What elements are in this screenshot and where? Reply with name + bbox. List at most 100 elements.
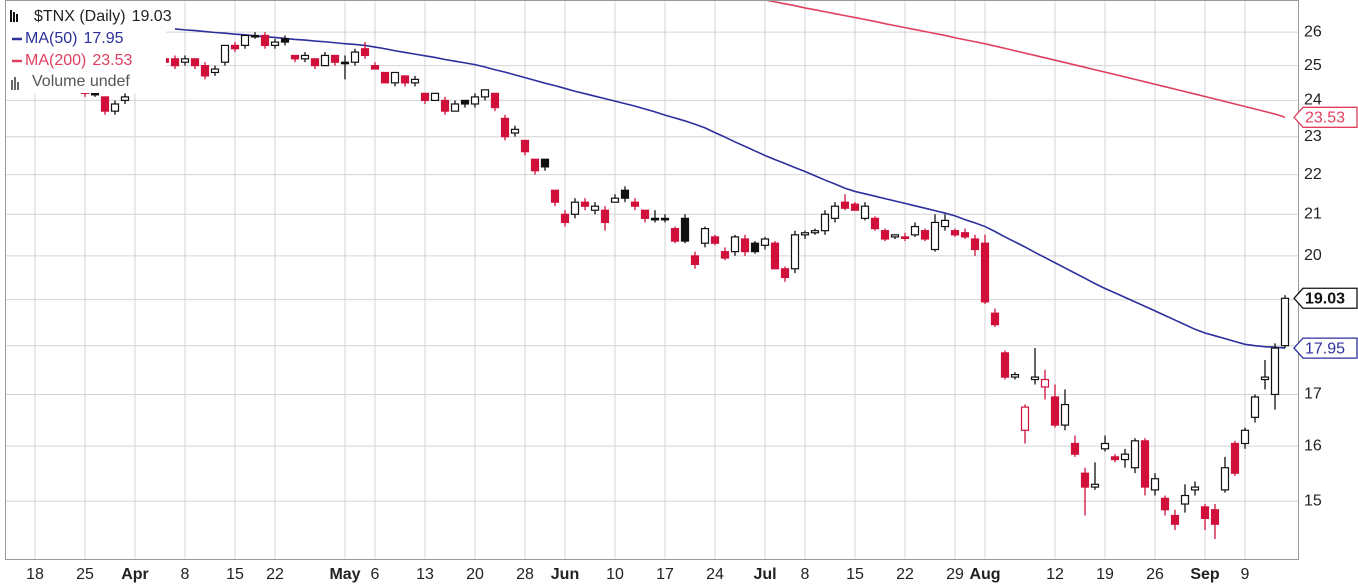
candle <box>390 71 400 87</box>
candle-body <box>980 242 990 303</box>
x-tick-label: 25 <box>76 566 94 583</box>
candle-body <box>430 92 440 102</box>
candle <box>1140 438 1150 496</box>
moving-average-line <box>764 0 1286 119</box>
legend-icon <box>10 10 18 22</box>
candle-body <box>510 128 520 134</box>
candle-body <box>1190 486 1200 491</box>
value-badge <box>1293 106 1358 128</box>
candle <box>1030 348 1040 385</box>
candle-body <box>760 238 770 246</box>
legend-title: $TNX (Daily) <box>34 8 126 25</box>
candle <box>590 202 600 215</box>
candle-body <box>890 234 900 238</box>
candle-body <box>1150 478 1160 491</box>
x-tick-label: 19 <box>1096 566 1114 583</box>
candle <box>430 92 440 102</box>
candle <box>190 58 200 70</box>
x-tick-label: 26 <box>1146 566 1164 583</box>
candle <box>560 210 570 227</box>
x-tick-label: 20 <box>466 566 484 583</box>
candle <box>580 198 590 211</box>
x-tick-label: 8 <box>801 566 810 583</box>
x-tick-label: 8 <box>181 566 190 583</box>
candle <box>600 206 610 231</box>
candle <box>290 54 300 63</box>
x-tick-label: Aug <box>969 566 1000 583</box>
candle <box>1070 435 1080 457</box>
candle <box>710 234 720 246</box>
candle <box>440 96 450 115</box>
candle-body <box>740 238 750 253</box>
candle-body <box>490 92 500 109</box>
candle <box>770 241 780 270</box>
candle <box>480 89 490 101</box>
value-badge-label: 17.95 <box>1305 340 1345 357</box>
candle-body <box>120 96 130 102</box>
candle <box>730 234 740 256</box>
candle-body <box>900 236 910 240</box>
candle-body <box>360 48 370 57</box>
candle <box>420 92 430 104</box>
value-badge <box>1293 337 1358 359</box>
candle <box>930 214 940 252</box>
candle-body <box>1220 467 1230 491</box>
candle <box>240 34 250 49</box>
x-tick-label: 15 <box>226 566 244 583</box>
candle-body <box>1080 472 1090 488</box>
candle <box>540 158 550 171</box>
candle <box>810 228 820 235</box>
candle-body <box>1040 378 1050 388</box>
candle <box>470 93 480 108</box>
candle-body <box>240 34 250 46</box>
candle-body <box>410 78 420 84</box>
x-tick-label: 18 <box>26 566 44 583</box>
candle <box>1200 504 1210 531</box>
candle-body <box>400 75 410 84</box>
x-tick-label: May <box>329 566 360 583</box>
candle <box>500 114 510 141</box>
x-tick-label: 15 <box>846 566 864 583</box>
candle <box>650 210 660 223</box>
candle-body <box>1140 440 1150 488</box>
candle-body <box>780 268 790 279</box>
candle-body <box>650 217 660 221</box>
candle-body <box>330 54 340 63</box>
candle-body <box>190 58 200 67</box>
candle <box>170 55 180 70</box>
y-tick-label: 16 <box>1304 437 1322 454</box>
y-tick-label: 25 <box>1304 57 1322 74</box>
legend: $TNX (Daily) 19.03 MA(50) 17.95 MA(200) 23.53… <box>6 1 172 93</box>
candle <box>840 194 850 211</box>
candle <box>1080 467 1090 516</box>
candle-body <box>960 232 970 238</box>
candle <box>1280 295 1290 349</box>
candle-body <box>420 92 430 102</box>
candle-body <box>680 217 690 242</box>
candle <box>750 241 760 254</box>
candle-body <box>320 54 330 67</box>
candle <box>660 214 670 223</box>
candle-body <box>600 209 610 224</box>
candle <box>720 247 730 261</box>
candle <box>1160 495 1170 516</box>
candle-body <box>910 225 920 236</box>
candle <box>1090 462 1100 490</box>
candle <box>1190 481 1200 496</box>
candle-body <box>810 230 820 234</box>
candle-body <box>270 41 280 46</box>
candle-body <box>660 217 670 221</box>
candle <box>820 210 830 235</box>
candle-body <box>770 242 780 270</box>
candle <box>300 52 310 63</box>
x-tick-label: 12 <box>1046 566 1064 583</box>
candle-body <box>720 251 730 259</box>
candle <box>1010 372 1020 380</box>
candle-body <box>640 209 650 219</box>
candle <box>340 55 350 80</box>
candle <box>1110 454 1120 463</box>
candle <box>280 35 290 46</box>
candle-body <box>1000 352 1010 378</box>
candle-body <box>520 139 530 153</box>
candle-body <box>1020 406 1030 431</box>
